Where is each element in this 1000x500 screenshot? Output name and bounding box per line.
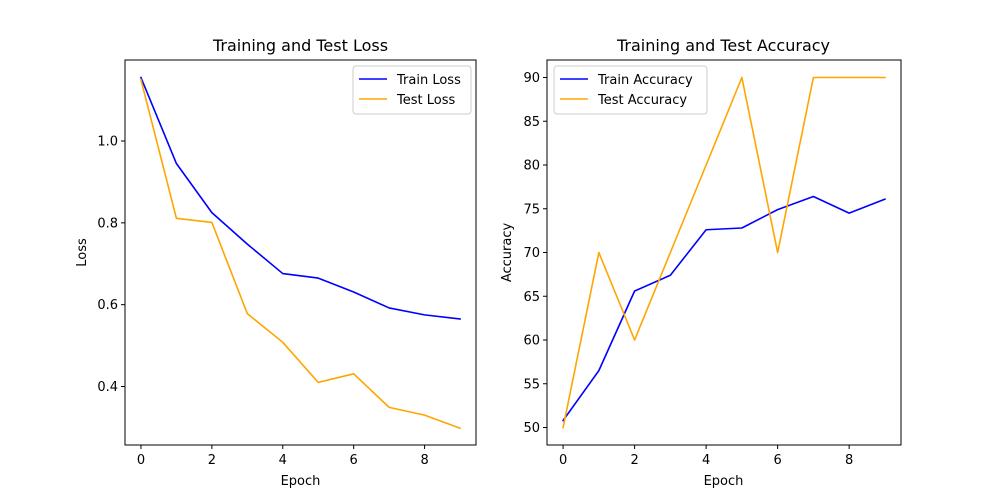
accuracy-y-tick-label: 85 [523, 115, 540, 130]
accuracy-x-tick-label: 2 [630, 453, 638, 468]
loss-x-tick-label: 6 [350, 453, 358, 468]
loss-y-axis-label: Loss [75, 238, 90, 267]
loss-y-tick-label: 0.8 [97, 216, 118, 231]
accuracy-x-axis-label: Epoch [704, 474, 744, 489]
loss-x-axis-label: Epoch [281, 474, 321, 489]
accuracy-x-tick-label: 6 [773, 453, 781, 468]
loss-plot-area [125, 60, 476, 445]
loss-plot-frame [124, 59, 477, 446]
loss-x-tick-label: 8 [420, 453, 428, 468]
loss-chart-title: Training and Test Loss [212, 36, 388, 55]
accuracy-legend-label-test: Test Accuracy [597, 93, 687, 108]
accuracy-legend: Train Accuracy Test Accuracy [553, 65, 708, 115]
accuracy-series-train-line [561, 195, 886, 422]
loss-subplot: Training and Test Loss 0 2 4 6 8 0.4 0.6 0.8 1.… [75, 36, 477, 489]
accuracy-y-tick-label: 65 [523, 290, 540, 305]
accuracy-series-test-line [562, 76, 886, 429]
loss-legend-label-train: Train Loss [396, 73, 461, 88]
loss-y-tick-label: 0.4 [97, 380, 118, 395]
loss-y-tick-label: 1.0 [97, 135, 118, 150]
accuracy-series-layer [561, 76, 886, 429]
accuracy-y-tick-label: 60 [523, 334, 540, 349]
loss-legend: Train Loss Test Loss [352, 65, 472, 115]
accuracy-legend-box [553, 65, 708, 115]
accuracy-subplot: Training and Test Accuracy 0 2 4 6 8 50 55 60 6… [500, 36, 902, 489]
accuracy-plot-area [547, 60, 901, 445]
loss-series-layer [139, 76, 462, 430]
loss-y-tick-label: 0.6 [97, 298, 118, 313]
accuracy-y-tick-label: 70 [523, 246, 540, 261]
accuracy-chart-title: Training and Test Accuracy [616, 36, 830, 55]
accuracy-x-tick-label: 8 [845, 453, 853, 468]
loss-legend-label-test: Test Loss [396, 93, 455, 108]
loss-series-test-line [139, 78, 462, 430]
accuracy-y-tick-label: 75 [523, 202, 540, 217]
accuracy-y-tick-label: 80 [523, 159, 540, 174]
accuracy-y-tick-label: 90 [523, 71, 540, 86]
loss-x-ticks: 0 2 4 6 8 [137, 445, 429, 468]
loss-x-tick-label: 0 [137, 453, 145, 468]
accuracy-y-tick-label: 55 [523, 377, 540, 392]
accuracy-y-ticks: 50 55 60 65 70 75 80 85 90 [523, 71, 547, 436]
accuracy-y-tick-label: 50 [523, 421, 540, 436]
loss-x-tick-label: 4 [279, 453, 287, 468]
accuracy-x-tick-label: 4 [702, 453, 710, 468]
loss-legend-box [352, 65, 472, 115]
accuracy-x-ticks: 0 2 4 6 8 [559, 445, 853, 468]
loss-series-train-line [139, 76, 461, 320]
loss-y-ticks: 0.4 0.6 0.8 1.0 [97, 135, 125, 395]
accuracy-y-axis-label: Accuracy [500, 223, 515, 283]
accuracy-x-tick-label: 0 [559, 453, 567, 468]
accuracy-legend-label-train: Train Accuracy [597, 73, 693, 88]
loss-x-tick-label: 2 [208, 453, 216, 468]
